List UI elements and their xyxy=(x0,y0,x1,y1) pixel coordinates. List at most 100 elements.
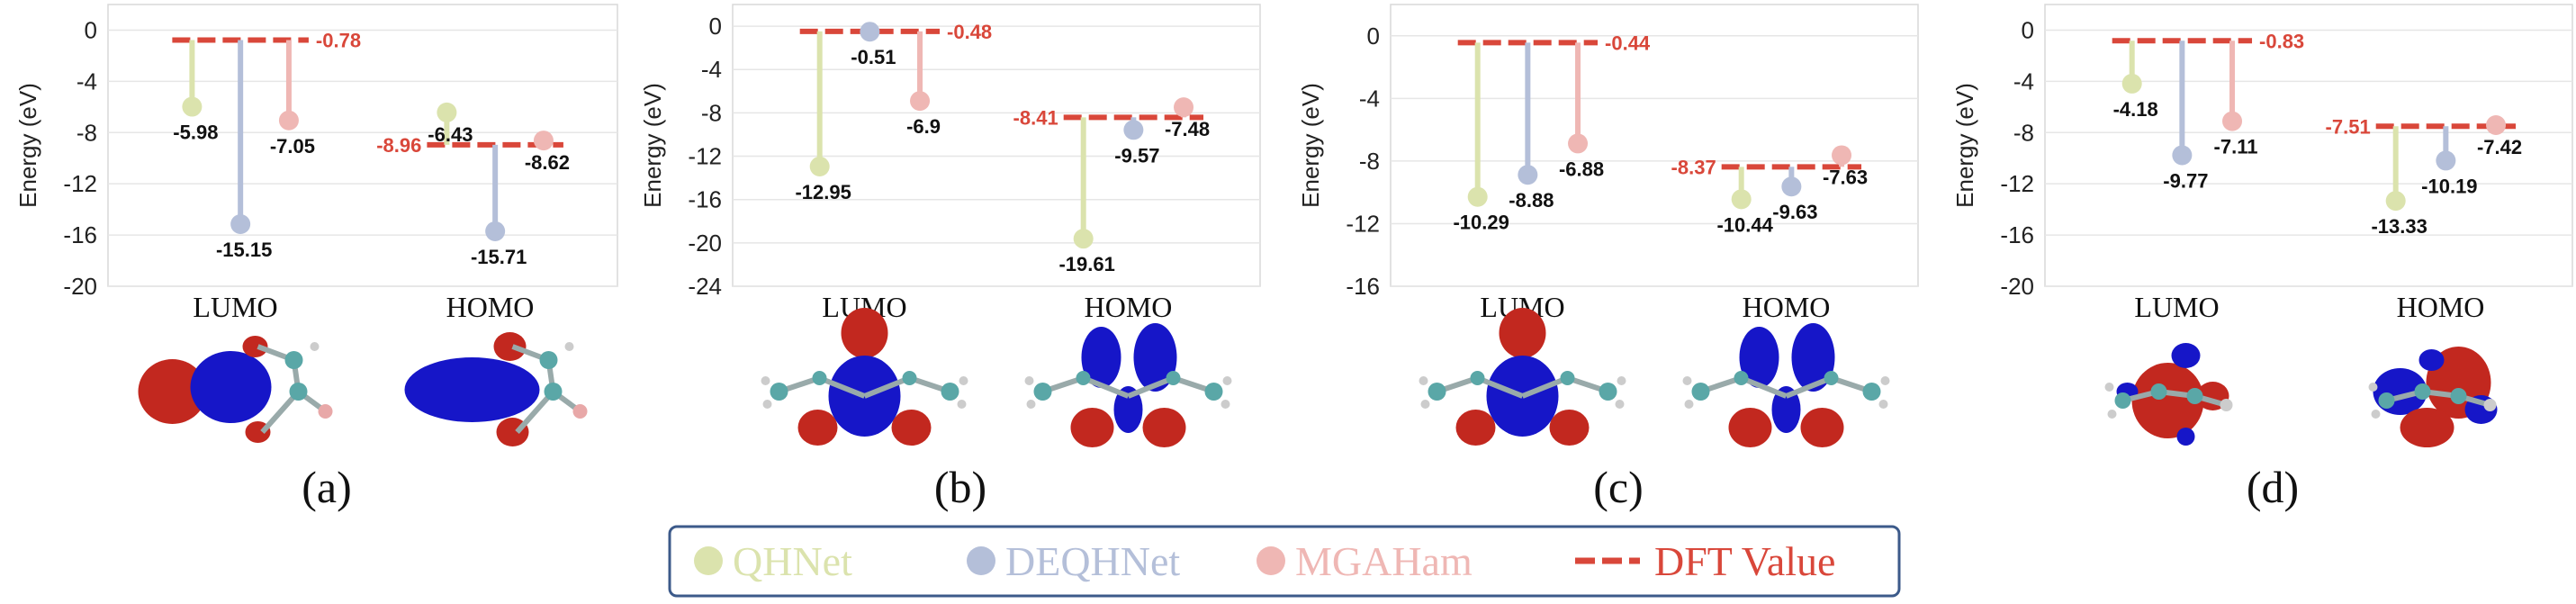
value-label: -15.71 xyxy=(471,246,527,268)
orbital-lobe xyxy=(1499,308,1546,358)
value-label: -7.63 xyxy=(1823,166,1868,188)
y-tick-label: -4 xyxy=(77,68,97,95)
orbital-illustration xyxy=(761,308,968,446)
value-label: -9.63 xyxy=(1772,201,1817,223)
point-deqhnet xyxy=(1123,120,1144,140)
orbital-lobe xyxy=(2176,428,2195,446)
bond xyxy=(1476,375,1524,399)
atom xyxy=(2483,399,2497,411)
atom xyxy=(1024,376,1034,385)
bond xyxy=(1082,375,1130,399)
atom xyxy=(2378,392,2395,409)
value-label: -9.77 xyxy=(2163,169,2208,192)
value-label: -10.19 xyxy=(2421,175,2477,197)
y-tick-label: -4 xyxy=(2013,68,2034,95)
category-label-lumo: LUMO xyxy=(2134,291,2219,323)
point-qhnet xyxy=(182,96,203,117)
y-tick-label: -8 xyxy=(701,99,722,126)
orbital-lobe xyxy=(404,357,540,422)
y-tick-label: 0 xyxy=(85,16,97,43)
legend-marker-mgaham xyxy=(1256,546,1285,575)
orbital-lobe xyxy=(1081,327,1121,388)
point-mgaham xyxy=(278,110,299,131)
atom xyxy=(1682,376,1692,385)
point-deqhnet xyxy=(2172,145,2193,166)
atom xyxy=(1220,400,1230,409)
atom xyxy=(762,400,772,409)
dft-value-label: -0.78 xyxy=(316,30,361,52)
point-qhnet xyxy=(809,156,830,176)
atom xyxy=(310,342,320,351)
y-tick-label: 0 xyxy=(2022,16,2034,43)
atom xyxy=(761,376,770,385)
point-mgaham xyxy=(1568,133,1589,154)
dft-value-label: -7.51 xyxy=(2326,115,2371,138)
atom xyxy=(1862,383,1881,401)
panel-label: (c) xyxy=(1593,462,1644,512)
y-tick-label: 0 xyxy=(709,13,722,40)
orbital-lobe xyxy=(797,410,838,446)
point-deqhnet xyxy=(1518,165,1538,185)
y-tick-label: -12 xyxy=(688,143,722,170)
y-tick-label: 0 xyxy=(1367,23,1380,50)
atom xyxy=(1204,383,1223,401)
point-deqhnet xyxy=(230,213,251,234)
atom xyxy=(1166,371,1181,385)
value-label: -7.42 xyxy=(2477,136,2522,158)
point-mgaham xyxy=(2486,115,2507,136)
y-axis-label: Energy (eV) xyxy=(14,83,41,208)
value-label: -7.05 xyxy=(270,135,315,158)
point-deqhnet xyxy=(485,221,506,241)
orbital-lobe xyxy=(242,336,268,357)
bond xyxy=(515,390,555,434)
y-tick-label: -20 xyxy=(2000,273,2034,300)
orbital-lobe xyxy=(493,332,527,361)
atom xyxy=(2371,410,2381,419)
orbital-lobe xyxy=(2418,349,2445,371)
atom xyxy=(2150,383,2167,400)
atom xyxy=(2186,388,2203,404)
atom xyxy=(544,383,563,401)
orbital-lobe xyxy=(2400,408,2454,447)
y-tick-label: -12 xyxy=(63,170,97,197)
legend-marker-deqhnet xyxy=(967,546,995,575)
value-label: -19.61 xyxy=(1058,253,1114,275)
orbital-lobe xyxy=(841,308,888,358)
orbital-lobe xyxy=(1771,386,1801,433)
value-label: -10.44 xyxy=(1716,213,1773,236)
orbital-illustration xyxy=(1419,308,1626,446)
atom xyxy=(1026,400,1036,409)
legend: QHNet DEQHNet MGAHam DFT Value xyxy=(668,525,1901,598)
atom xyxy=(2220,399,2233,411)
point-deqhnet xyxy=(860,22,880,42)
dft-value-label: -8.37 xyxy=(1671,156,1716,178)
y-tick-label: -8 xyxy=(2013,119,2034,146)
orbital-lobe xyxy=(1800,408,1844,447)
legend-label-dft: DFT Value xyxy=(1654,538,1835,584)
value-label: -6.88 xyxy=(1559,158,1604,180)
legend-label-mgaham: MGAHam xyxy=(1295,538,1473,584)
dft-value-label: -8.41 xyxy=(1013,106,1058,129)
y-tick-label: -12 xyxy=(2000,170,2034,197)
y-tick-label: -16 xyxy=(1346,273,1380,300)
point-qhnet xyxy=(2121,73,2142,94)
point-qhnet xyxy=(1467,186,1488,207)
atom xyxy=(289,383,308,401)
chart-panel-c: 0 -4 -8 -12 -16 Energy (eV) -0.44 -8.37 -10.29 -1… xyxy=(1297,4,1919,512)
orbital-lobe xyxy=(2131,363,2204,438)
value-label: -5.98 xyxy=(173,122,218,144)
value-label: -6.9 xyxy=(906,115,941,138)
orbital-lobe xyxy=(1739,327,1779,388)
chart-panel-b: 0 -4 -8 -12 -16 -20 -24 Energy (eV) -0.48 -8.41 -1… xyxy=(639,4,1261,512)
category-label-homo: HOMO xyxy=(1085,291,1173,323)
orbital-illustration xyxy=(2104,343,2233,446)
atom xyxy=(1419,376,1428,385)
atom xyxy=(1420,400,1430,409)
y-tick-label: -12 xyxy=(1346,210,1380,237)
atom xyxy=(1033,383,1052,401)
value-label: -12.95 xyxy=(795,181,851,203)
y-tick-label: -20 xyxy=(63,273,97,300)
chart-panel-d: 0 -4 -8 -12 -16 -20 Energy (eV) -0.83 -7.51 -4.18… xyxy=(1951,4,2573,512)
point-deqhnet xyxy=(1781,176,1802,197)
atom xyxy=(959,376,968,385)
